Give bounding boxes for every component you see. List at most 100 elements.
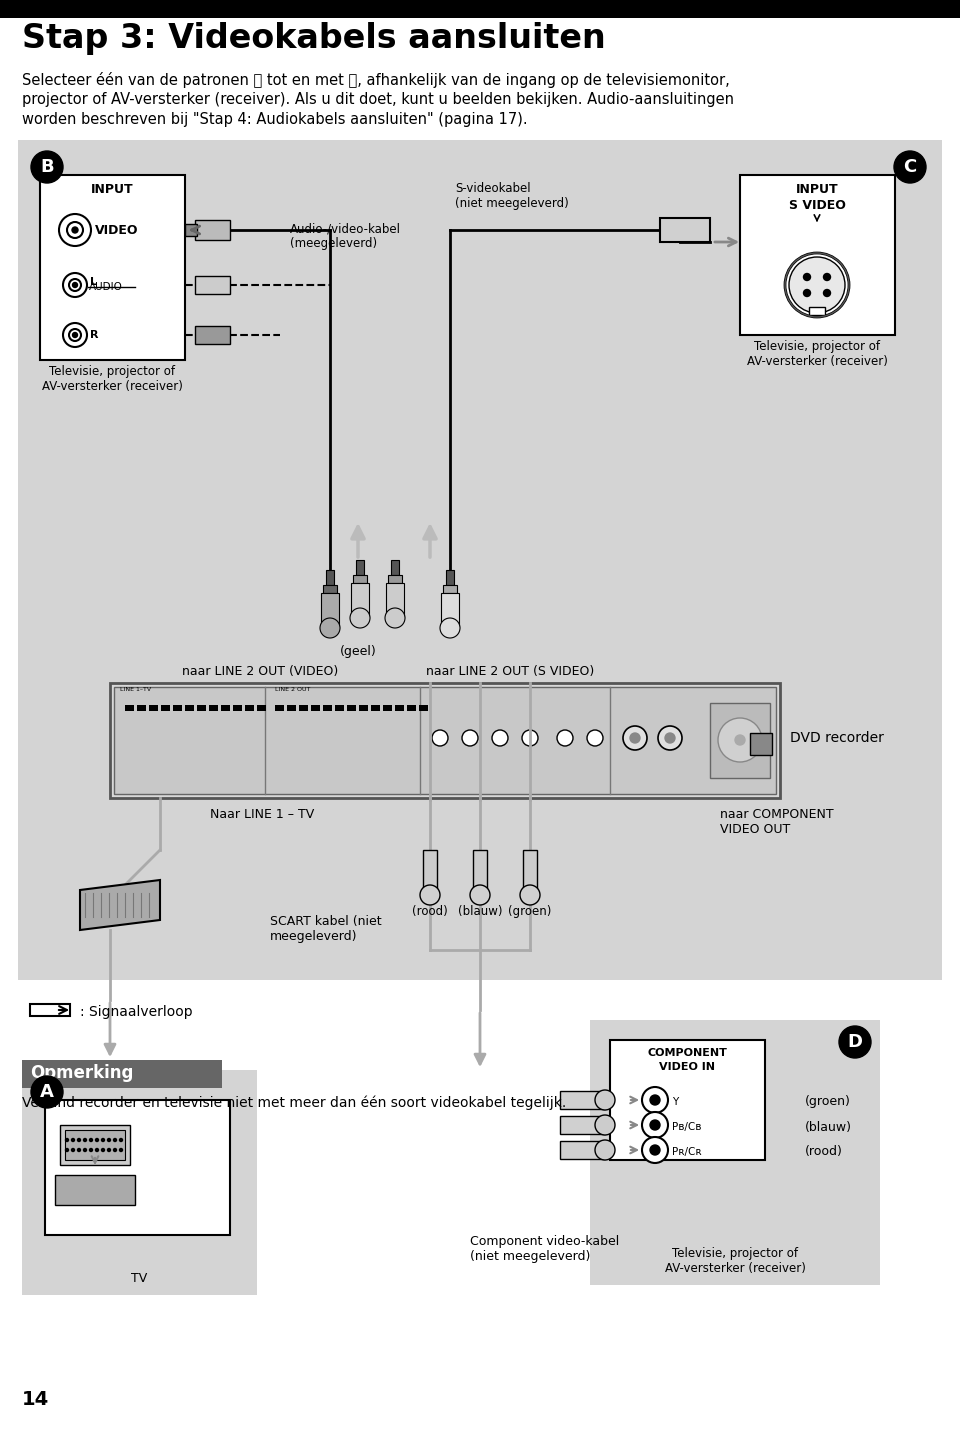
Circle shape [557, 730, 573, 746]
Bar [423, 850, 437, 895]
Circle shape [108, 1148, 110, 1151]
Circle shape [95, 1148, 99, 1151]
Circle shape [650, 1119, 660, 1129]
Circle shape [824, 290, 830, 297]
Bar [359, 705, 368, 710]
Circle shape [462, 730, 478, 746]
Text: Stap 3: Videokabels aansluiten: Stap 3: Videokabels aansluiten [22, 22, 606, 55]
Bar [560, 1091, 605, 1109]
Text: (groen): (groen) [805, 1095, 851, 1108]
Text: D: D [848, 1033, 862, 1050]
Circle shape [642, 1137, 668, 1162]
Bar [185, 705, 194, 710]
Bar [161, 705, 170, 710]
Circle shape [587, 730, 603, 746]
Bar [560, 1116, 605, 1134]
Text: Audio-/video-kabel: Audio-/video-kabel [290, 222, 401, 235]
Bar [114, 687, 776, 794]
Text: Naar LINE 1 – TV: Naar LINE 1 – TV [210, 808, 314, 821]
Text: COMPONENT: COMPONENT [647, 1048, 727, 1058]
Circle shape [31, 151, 63, 184]
Bar [311, 705, 320, 710]
Circle shape [595, 1139, 615, 1159]
Circle shape [102, 1138, 105, 1141]
Text: (niet meegeleverd): (niet meegeleverd) [470, 1250, 590, 1263]
Text: A: A [40, 1083, 54, 1101]
Bar [30, 1004, 70, 1016]
Bar [386, 583, 404, 618]
Circle shape [350, 608, 370, 629]
Text: Selecteer één van de patronen Ⓐ tot en met Ⓓ, afhankelijk van de ingang op de te: Selecteer één van de patronen Ⓐ tot en m… [22, 72, 730, 88]
Bar [660, 218, 710, 243]
Circle shape [65, 1148, 68, 1151]
Circle shape [71, 1138, 75, 1141]
Bar [323, 705, 332, 710]
Circle shape [894, 151, 926, 184]
Bar [446, 570, 454, 585]
Text: Televisie, projector of: Televisie, projector of [49, 364, 175, 377]
Bar [443, 585, 457, 593]
Text: SCART kabel (niet: SCART kabel (niet [270, 916, 382, 928]
Circle shape [420, 885, 440, 905]
Bar [388, 575, 402, 583]
Circle shape [789, 257, 845, 313]
Circle shape [65, 1138, 68, 1141]
Text: (geel): (geel) [340, 644, 376, 659]
Bar [275, 705, 284, 710]
Text: VIDEO IN: VIDEO IN [659, 1062, 715, 1072]
Bar [18, 141, 942, 980]
Bar [610, 1040, 765, 1159]
Polygon shape [80, 880, 160, 930]
Text: INPUT: INPUT [796, 184, 838, 197]
Circle shape [59, 214, 91, 245]
Circle shape [658, 726, 682, 751]
Text: naar LINE 2 OUT (S VIDEO): naar LINE 2 OUT (S VIDEO) [426, 664, 594, 677]
Bar [750, 733, 772, 755]
Text: (rood): (rood) [412, 905, 448, 918]
Bar [0, 0, 960, 19]
Bar [321, 593, 339, 629]
Bar [185, 224, 197, 235]
Text: Televisie, projector of: Televisie, projector of [754, 340, 880, 353]
Circle shape [432, 730, 448, 746]
Text: AUDIO: AUDIO [89, 283, 123, 291]
Circle shape [665, 733, 675, 743]
Bar [245, 705, 254, 710]
Text: TV: TV [131, 1271, 147, 1284]
Circle shape [492, 730, 508, 746]
Circle shape [63, 323, 87, 347]
Text: projector of AV-versterker (receiver). Als u dit doet, kunt u beelden bekijken. : projector of AV-versterker (receiver). A… [22, 92, 734, 108]
Bar [195, 276, 230, 294]
Bar [323, 585, 337, 593]
Circle shape [440, 618, 460, 639]
Text: AV-versterker (receiver): AV-versterker (receiver) [747, 354, 887, 367]
Bar [221, 705, 230, 710]
Bar [197, 705, 206, 710]
Text: AV-versterker (receiver): AV-versterker (receiver) [41, 380, 182, 393]
Bar [326, 570, 334, 585]
Circle shape [108, 1138, 110, 1141]
Text: naar COMPONENT
VIDEO OUT: naar COMPONENT VIDEO OUT [720, 808, 833, 837]
Text: C: C [903, 158, 917, 177]
Bar [383, 705, 392, 710]
Bar [419, 705, 428, 710]
Text: Pʙ/Cʙ: Pʙ/Cʙ [672, 1122, 702, 1132]
Bar [257, 705, 266, 710]
Text: (blauw): (blauw) [458, 905, 502, 918]
Bar [335, 705, 344, 710]
Text: Y: Y [672, 1096, 679, 1106]
Text: (niet meegeleverd): (niet meegeleverd) [455, 197, 568, 210]
Text: (meegeleverd): (meegeleverd) [290, 237, 377, 250]
Bar [391, 560, 399, 575]
Text: S VIDEO: S VIDEO [788, 199, 846, 212]
Bar [395, 705, 404, 710]
Bar [407, 705, 416, 710]
Circle shape [718, 718, 762, 762]
Circle shape [650, 1145, 660, 1155]
Bar [137, 705, 146, 710]
Circle shape [113, 1138, 116, 1141]
Circle shape [78, 1138, 81, 1141]
Text: (blauw): (blauw) [805, 1121, 852, 1134]
Bar [40, 175, 185, 360]
Circle shape [119, 1148, 123, 1151]
